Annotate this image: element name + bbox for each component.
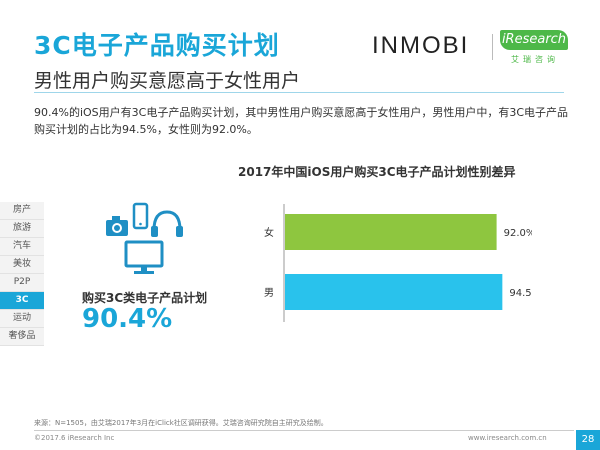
page-title: 3C电子产品购买计划 [34, 31, 280, 60]
sidenav-item-real-estate[interactable]: 房产 [0, 202, 44, 220]
page-subtitle: 男性用户购买意愿高于女性用户 [34, 70, 301, 92]
title-divider [34, 92, 564, 93]
side-nav: 房产 旅游 汽车 美妆 P2P 3C 运动 奢侈品 [0, 202, 44, 346]
footer-copyright: ©2017.6 iResearch Inc [34, 434, 115, 442]
footer-divider [34, 430, 574, 431]
value-label-male: 94.5% [509, 288, 532, 299]
sidenav-item-travel[interactable]: 旅游 [0, 220, 44, 238]
sidenav-item-beauty[interactable]: 美妆 [0, 256, 44, 274]
category-label-male: 男 [264, 287, 274, 299]
chart-title: 2017年中国iOS用户购买3C电子产品计划性别差异 [238, 165, 516, 179]
summary-label: 购买3C类电子产品计划 [82, 291, 208, 305]
bar-male [285, 274, 503, 310]
camera-icon [106, 216, 128, 236]
bar-female [285, 214, 497, 250]
sidenav-item-car[interactable]: 汽车 [0, 238, 44, 256]
headphones-icon [151, 210, 183, 237]
phone-icon [132, 202, 149, 230]
sidenav-item-luxury[interactable]: 奢侈品 [0, 328, 44, 346]
logo-divider [492, 34, 493, 60]
iresearch-logo: iResearch [500, 30, 568, 50]
product-icons [106, 202, 183, 274]
sidenav-item-sports[interactable]: 运动 [0, 310, 44, 328]
footer-url[interactable]: www.iresearch.com.cn [468, 434, 547, 442]
summary-value: 90.4% [82, 304, 173, 334]
intro-text: 90.4%的iOS用户有3C电子产品购买计划，其中男性用户购买意愿高于女性用户，… [34, 106, 568, 136]
category-label-female: 女 [264, 226, 274, 239]
iresearch-logo-cn: 艾瑞咨询 [511, 55, 559, 64]
monitor-icon [124, 240, 164, 274]
value-label-female: 92.0% [504, 228, 532, 239]
inmobi-logo: INMOBI [372, 32, 470, 59]
bar-chart: 女 92.0% 男 94.5% [264, 204, 532, 322]
sidenav-item-p2p[interactable]: P2P [0, 274, 44, 292]
page-number: 28 [576, 430, 600, 450]
sidenav-item-3c[interactable]: 3C [0, 292, 44, 310]
footer-source: 来源：N=1505，由艾瑞2017年3月在iClick社区调研获得。艾瑞咨询研究… [34, 419, 328, 427]
